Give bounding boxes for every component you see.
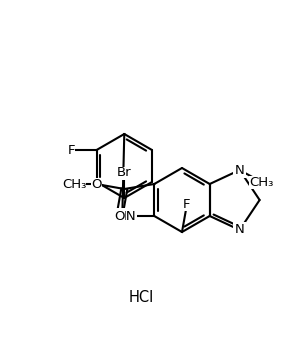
Text: F: F [183, 197, 191, 210]
Text: N: N [235, 223, 244, 236]
Text: N: N [235, 163, 244, 176]
Text: O: O [114, 210, 125, 224]
Text: CH₃: CH₃ [250, 175, 274, 188]
Text: CH₃: CH₃ [62, 177, 87, 190]
Text: HCl: HCl [128, 289, 154, 304]
Text: O: O [91, 177, 102, 190]
Text: F: F [68, 144, 75, 157]
Text: Br: Br [117, 167, 132, 180]
Text: HN: HN [116, 210, 136, 223]
